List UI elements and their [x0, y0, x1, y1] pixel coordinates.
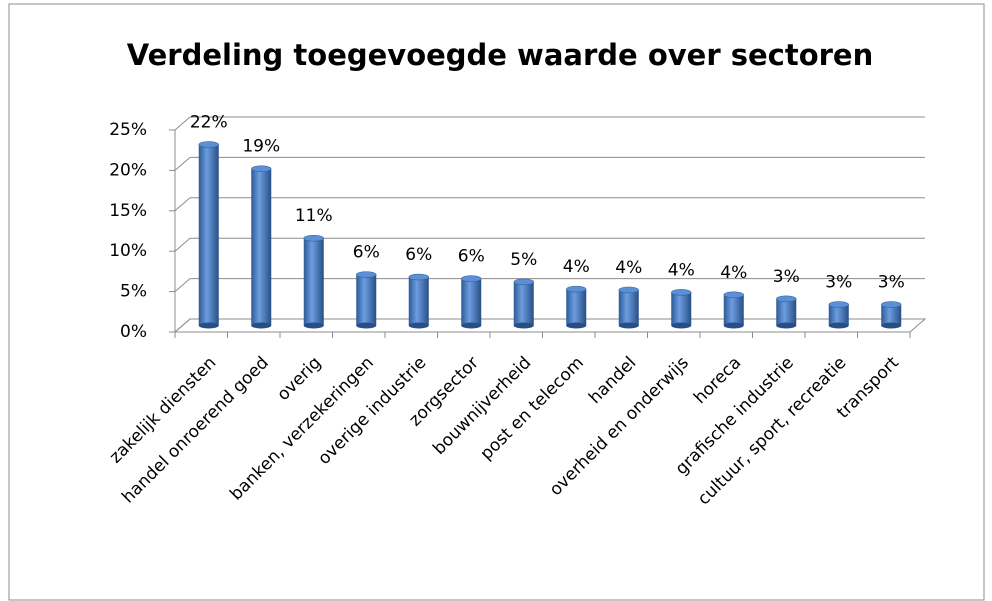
bar: [408, 277, 429, 326]
chart-title: Verdeling toegevoegde waarde over sector…: [127, 38, 873, 72]
value-label: 4%: [720, 263, 747, 283]
bar-cap: [881, 301, 902, 308]
y-tick-label: 20%: [109, 160, 147, 180]
y-tick-label: 10%: [109, 241, 147, 261]
bar: [881, 304, 902, 326]
value-label: 4%: [615, 258, 642, 278]
value-label: 22%: [190, 113, 228, 133]
grid-connector: [174, 237, 191, 252]
bar-base: [251, 322, 272, 329]
value-label: 6%: [405, 245, 432, 265]
value-label: 5%: [510, 250, 537, 270]
bar-base: [776, 322, 797, 329]
bar-base: [461, 322, 482, 329]
bar-cap: [356, 271, 377, 278]
value-label: 11%: [295, 206, 333, 226]
value-label: 6%: [458, 247, 485, 267]
y-tick-label: 5%: [120, 282, 147, 302]
bar-base: [408, 322, 429, 329]
bar: [356, 274, 377, 326]
value-label: 19%: [242, 137, 280, 157]
bar-base: [303, 322, 324, 329]
y-tick-label: 15%: [109, 201, 147, 221]
bar: [251, 168, 272, 326]
bar: [303, 238, 324, 326]
bar-cap: [513, 278, 534, 286]
value-label: 4%: [563, 257, 590, 277]
bar-cap: [723, 291, 744, 299]
y-tick-label: 0%: [120, 322, 147, 342]
y-tick-label: 25%: [109, 120, 147, 140]
bar: [828, 304, 849, 326]
bar-cap: [828, 301, 849, 308]
bar-base: [198, 322, 219, 329]
bar-base: [671, 322, 692, 329]
bar-cap: [408, 273, 429, 281]
grid-connector: [174, 116, 191, 131]
bar-cap: [618, 286, 639, 294]
bar: [566, 289, 587, 326]
bar-cap: [461, 275, 482, 282]
bar-base: [828, 322, 849, 329]
bar-base: [356, 322, 377, 329]
bar: [776, 298, 797, 326]
value-label: 3%: [825, 272, 852, 292]
bar-cap: [198, 141, 219, 148]
bar: [618, 289, 639, 326]
value-label: 3%: [773, 267, 800, 287]
bar-cap: [303, 234, 324, 242]
value-label: 3%: [878, 272, 905, 292]
grid-connector: [174, 197, 191, 212]
value-label: 6%: [353, 243, 380, 263]
bar: [198, 144, 219, 326]
bar: [723, 294, 744, 326]
bar: [461, 278, 482, 326]
bar: [513, 281, 534, 326]
chart-frame: [8, 3, 985, 601]
grid-connector: [174, 318, 191, 333]
bar: [671, 292, 692, 326]
grid-connector: [174, 278, 191, 292]
floor: [173, 318, 927, 333]
bar-base: [723, 322, 744, 329]
grid-connector: [174, 157, 191, 171]
bar-base: [881, 322, 902, 329]
value-label: 4%: [668, 260, 695, 280]
bar-base: [566, 322, 587, 329]
bar-base: [513, 322, 534, 329]
bar-cap: [776, 295, 797, 303]
bar-cap: [251, 165, 272, 172]
bar-base: [618, 322, 639, 329]
bar-cap: [566, 285, 587, 293]
bar-cap: [671, 289, 692, 296]
